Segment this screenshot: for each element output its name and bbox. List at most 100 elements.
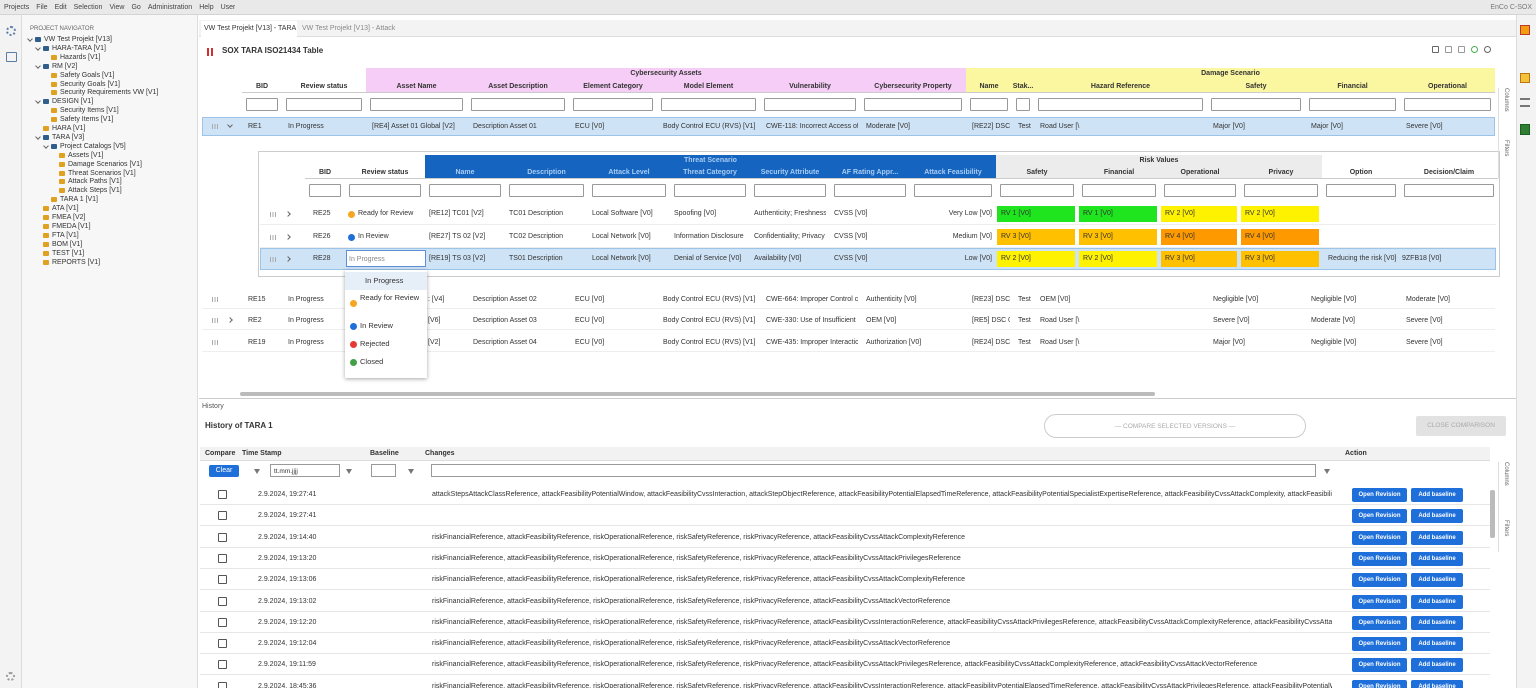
add-baseline-button[interactable]: Add baseline: [1411, 615, 1463, 630]
compare-checkbox[interactable]: [218, 490, 227, 499]
menu-item[interactable]: View: [109, 4, 125, 11]
column-header[interactable]: Hazard Reference: [1090, 83, 1151, 90]
column-header[interactable]: Safety: [1245, 83, 1267, 90]
column-header[interactable]: AF Rating Appr...: [841, 169, 899, 176]
menu-item[interactable]: Help: [199, 4, 214, 11]
tree-item[interactable]: RM [V2]: [52, 62, 78, 70]
filter-input[interactable]: [370, 98, 463, 111]
filter-input[interactable]: [834, 184, 906, 197]
filter-input[interactable]: [1000, 184, 1074, 197]
column-header[interactable]: Asset Description: [488, 83, 548, 90]
open-revision-button[interactable]: Open Revision: [1352, 615, 1407, 630]
filter-input[interactable]: [429, 184, 501, 197]
drag-handle[interactable]: [212, 318, 218, 323]
menu-item[interactable]: Projects: [4, 4, 30, 11]
tab[interactable]: VW Test Projekt [V13] - Attack Steps: [302, 25, 395, 32]
column-header[interactable]: BID: [318, 169, 332, 176]
filter-input[interactable]: [573, 98, 653, 111]
history-row[interactable]: [200, 484, 1490, 505]
column-header[interactable]: Cybersecurity Property: [874, 83, 952, 90]
filter-icon[interactable]: [254, 469, 260, 474]
status-option[interactable]: Rejected: [345, 335, 427, 353]
column-header[interactable]: Time Stamp: [242, 450, 282, 457]
open-revision-button[interactable]: Open Revision: [1352, 509, 1407, 524]
table-row[interactable]: [202, 311, 1495, 330]
column-header[interactable]: Attack Feasibility: [924, 169, 982, 176]
tree-item[interactable]: Attack Paths [V1]: [68, 178, 122, 186]
tree-item[interactable]: Damage Scenarios [V1]: [68, 160, 142, 168]
open-revision-button[interactable]: Open Revision: [1352, 551, 1407, 566]
column-header[interactable]: Model Element: [683, 83, 734, 90]
compare-checkbox[interactable]: [218, 511, 227, 521]
side-label[interactable]: Columns: [1503, 462, 1509, 486]
table-row[interactable]: [202, 117, 1495, 136]
side-label[interactable]: Columns: [1503, 88, 1509, 112]
compare-checkbox[interactable]: [218, 532, 227, 542]
drag-handle[interactable]: [270, 235, 276, 240]
column-header[interactable]: BID: [255, 83, 269, 90]
column-header[interactable]: Name: [455, 169, 475, 176]
filter-input[interactable]: [1326, 184, 1396, 197]
menu-item[interactable]: Selection: [73, 4, 103, 11]
history-tab[interactable]: History: [202, 403, 224, 410]
column-header[interactable]: Attack Level: [608, 169, 650, 176]
column-header[interactable]: Threat Category: [683, 169, 737, 176]
add-baseline-button[interactable]: Add baseline: [1411, 530, 1463, 545]
tree-item[interactable]: Assets [V1]: [68, 151, 104, 159]
column-header[interactable]: Decision/Claim: [1423, 169, 1475, 176]
filter-input[interactable]: [970, 98, 1008, 111]
compare-checkbox[interactable]: [218, 660, 227, 670]
menu-item[interactable]: Go: [131, 4, 141, 11]
h-scrollbar[interactable]: [240, 392, 1155, 396]
column-header[interactable]: Financial: [1103, 169, 1135, 176]
column-header[interactable]: Baseline: [370, 450, 399, 457]
filter-input[interactable]: [764, 98, 856, 111]
toolbar-icon[interactable]: [1520, 73, 1530, 83]
filter-input[interactable]: [509, 184, 584, 197]
compare-checkbox[interactable]: [218, 681, 227, 688]
status-option[interactable]: In Review: [345, 317, 427, 335]
toolbar-icon[interactable]: [1520, 124, 1530, 135]
tree-item[interactable]: ATA [V1]: [52, 205, 79, 213]
column-header[interactable]: Safety: [1026, 169, 1048, 176]
compare-checkbox[interactable]: [218, 617, 227, 627]
filter-input[interactable]: [1038, 98, 1203, 111]
tree-item[interactable]: TARA 1 [V1]: [60, 196, 98, 204]
open-revision-button[interactable]: Open Revision: [1352, 679, 1407, 688]
history-row[interactable]: [200, 548, 1490, 569]
status-input[interactable]: In Progress: [346, 250, 426, 267]
editor-action[interactable]: [1458, 46, 1465, 53]
column-header[interactable]: Action: [1345, 450, 1367, 457]
column-header[interactable]: Operational: [1428, 83, 1467, 90]
column-header[interactable]: Security Attribute: [760, 169, 820, 176]
editor-action[interactable]: [1484, 46, 1491, 53]
column-header[interactable]: Financial: [1337, 83, 1368, 90]
history-row[interactable]: [200, 569, 1490, 591]
date-input[interactable]: tt.mm.jjjj: [270, 464, 340, 477]
filter-input[interactable]: [246, 98, 278, 111]
toolbar-icon[interactable]: [1520, 98, 1530, 107]
clear-button[interactable]: Clear: [209, 465, 239, 477]
compare-checkbox[interactable]: [218, 639, 227, 649]
filter-icon[interactable]: [1324, 469, 1330, 474]
table-row[interactable]: [260, 203, 1496, 225]
tree-item[interactable]: FMEDA [V1]: [52, 222, 91, 230]
column-header[interactable]: Description: [527, 169, 566, 176]
filter-input[interactable]: [592, 184, 666, 197]
history-row[interactable]: [200, 654, 1490, 676]
tab[interactable]: VW Test Projekt [V13] - TARA 1: [201, 21, 297, 37]
v-scrollbar[interactable]: [1490, 490, 1495, 538]
filter-input[interactable]: [674, 184, 746, 197]
menu-item[interactable]: Edit: [54, 4, 67, 11]
filter-input[interactable]: [914, 184, 992, 197]
filter-input[interactable]: [1404, 184, 1494, 197]
tree-item[interactable]: Security Goals [V1]: [60, 80, 120, 88]
drag-handle[interactable]: [270, 212, 276, 217]
column-header[interactable]: Privacy: [1268, 169, 1294, 176]
filter-icon[interactable]: [346, 469, 352, 474]
filter-input[interactable]: [286, 98, 362, 111]
compare-checkbox[interactable]: [218, 596, 227, 606]
filter-input[interactable]: [471, 98, 565, 111]
tree-item[interactable]: HARA [V1]: [52, 125, 86, 132]
filter-input[interactable]: [1082, 184, 1156, 197]
